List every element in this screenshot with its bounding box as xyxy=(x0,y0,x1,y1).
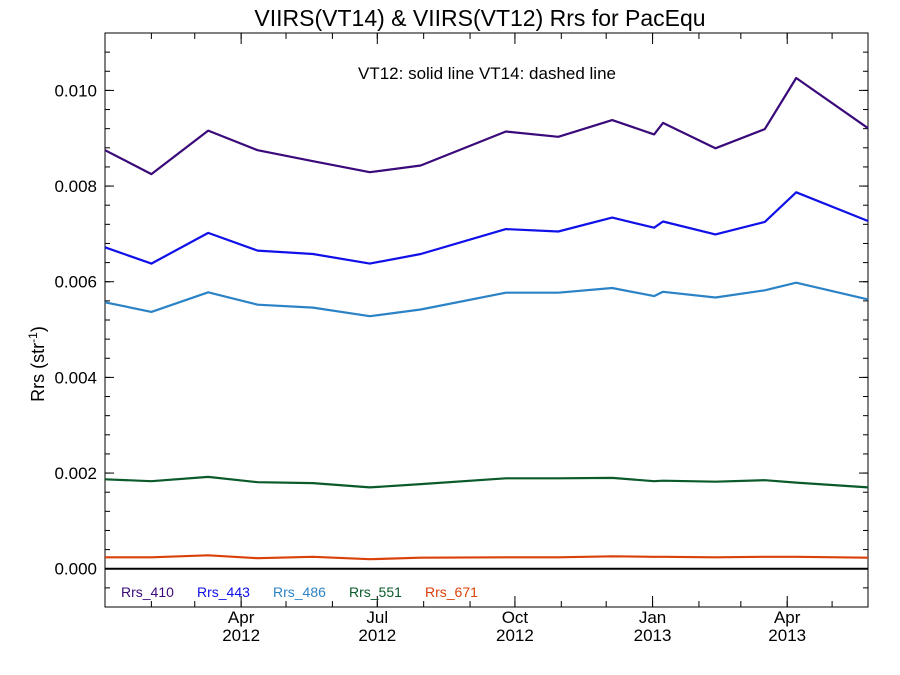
x-tick-label-month: Jan xyxy=(639,608,666,627)
x-tick-label-month: Oct xyxy=(502,608,529,627)
y-tick-label: 0.008 xyxy=(54,177,97,196)
y-tick-label: 0.000 xyxy=(54,560,97,579)
legend-item-rrs-551: Rrs_551 xyxy=(349,584,402,600)
x-tick-label-month: Apr xyxy=(774,608,801,627)
legend-item-rrs-410: Rrs_410 xyxy=(121,584,174,600)
series-line-rrs-443 xyxy=(104,191,869,265)
axes-frame: 0.0000.0020.0040.0060.0080.010Apr2012Jul… xyxy=(54,32,869,645)
line-style-annotation: VT12: solid line VT14: dashed line xyxy=(358,64,616,83)
series-line-rrs-551 xyxy=(104,475,869,489)
x-tick-label-year: 2013 xyxy=(634,626,672,645)
series-line-rrs-671 xyxy=(105,554,869,561)
legend-item-rrs-671: Rrs_671 xyxy=(425,584,478,600)
chart-title: VIIRS(VT14) & VIIRS(VT12) Rrs for PacEqu xyxy=(254,5,705,31)
series-line-rrs-410 xyxy=(104,76,869,176)
y-tick-label: 0.010 xyxy=(54,81,97,100)
y-tick-label: 0.004 xyxy=(54,368,97,387)
x-tick-label-year: 2012 xyxy=(358,626,396,645)
y-axis-label: Rrs (str-1) xyxy=(26,326,48,402)
x-tick-label-month: Apr xyxy=(228,608,255,627)
legend-item-rrs-443: Rrs_443 xyxy=(197,584,250,600)
y-axis-label-end: ) xyxy=(28,326,48,332)
x-tick-label-year: 2012 xyxy=(496,626,534,645)
series-line-rrs-486 xyxy=(104,281,869,318)
y-tick-label: 0.002 xyxy=(54,464,97,483)
x-tick-label-year: 2012 xyxy=(222,626,260,645)
y-axis-label-main: Rrs (str xyxy=(28,343,48,402)
series-lines xyxy=(104,76,869,561)
y-axis-label-sup: -1 xyxy=(26,332,40,343)
x-tick-label-year: 2013 xyxy=(768,626,806,645)
y-tick-label: 0.006 xyxy=(54,273,97,292)
legend-item-rrs-486: Rrs_486 xyxy=(273,584,326,600)
x-tick-label-month: Jul xyxy=(366,608,388,627)
legend: Rrs_410 Rrs_443 Rrs_486 Rrs_551 Rrs_671 xyxy=(121,584,478,600)
